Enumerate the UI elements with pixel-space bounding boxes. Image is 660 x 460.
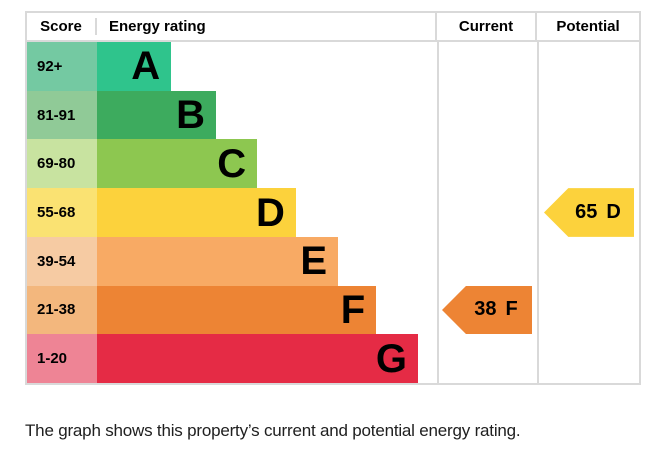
score-range-label: 39-54 bbox=[37, 252, 76, 270]
chart-header-row: Score Energy rating Current Potential bbox=[27, 13, 639, 42]
current-cell bbox=[437, 334, 537, 384]
score-cell: 92+ bbox=[27, 42, 97, 91]
energy-rating-column-header: Energy rating bbox=[109, 18, 206, 35]
score-range-label: 1-20 bbox=[37, 350, 68, 368]
rating-bar: E bbox=[97, 236, 339, 286]
current-score-value: 38 bbox=[474, 298, 497, 321]
current-cell: 38 F bbox=[437, 285, 537, 335]
rating-column: F bbox=[97, 285, 437, 335]
band-row-a: 92+ A bbox=[27, 42, 639, 91]
score-cell: 81-91 bbox=[27, 90, 97, 140]
score-column-header: Score bbox=[27, 18, 97, 35]
score-range-label: 21-38 bbox=[37, 301, 76, 319]
band-letter: D bbox=[256, 190, 285, 235]
band-letter: C bbox=[217, 141, 247, 186]
rating-bar: A bbox=[97, 42, 172, 91]
band-row-g: 1-20 G bbox=[27, 334, 639, 384]
rating-column: A bbox=[97, 42, 437, 91]
current-cell bbox=[437, 139, 537, 189]
band-row-b: 81-91 B bbox=[27, 90, 639, 140]
current-rating-arrow: 38 F bbox=[442, 285, 532, 335]
rating-bar: G bbox=[97, 334, 418, 384]
band-letter: A bbox=[131, 44, 161, 89]
band-letter: B bbox=[176, 93, 205, 138]
score-range-label: 69-80 bbox=[37, 155, 76, 173]
potential-score-value: 65 bbox=[575, 201, 598, 224]
rating-bar: F bbox=[97, 285, 377, 335]
score-range-label: 55-68 bbox=[37, 204, 76, 222]
potential-rating-arrow: 65 D bbox=[544, 188, 634, 237]
potential-cell bbox=[537, 236, 639, 286]
chart-caption: The graph shows this property’s current … bbox=[25, 421, 521, 440]
rating-bar: D bbox=[97, 188, 296, 237]
current-cell bbox=[437, 188, 537, 237]
score-range-label: 81-91 bbox=[37, 106, 76, 124]
current-cell bbox=[437, 42, 537, 91]
rating-column: E bbox=[97, 236, 437, 286]
rating-column: G bbox=[97, 334, 437, 384]
score-cell: 55-68 bbox=[27, 188, 97, 237]
score-range-label: 92+ bbox=[37, 57, 63, 75]
score-cell: 39-54 bbox=[27, 236, 97, 286]
rating-bar: C bbox=[97, 139, 258, 189]
potential-cell bbox=[537, 285, 639, 335]
rating-column: D bbox=[97, 188, 437, 237]
potential-cell bbox=[537, 90, 639, 140]
current-cell bbox=[437, 236, 537, 286]
band-rows: 92+ A 81-91 B 69-80 C 55-68 D bbox=[27, 42, 639, 384]
band-letter: G bbox=[375, 336, 407, 381]
current-cell bbox=[437, 90, 537, 140]
rating-column: B bbox=[97, 90, 437, 140]
band-letter: E bbox=[300, 239, 328, 284]
band-row-f: 21-38 F 38 F bbox=[27, 285, 639, 335]
potential-cell bbox=[537, 139, 639, 189]
band-row-d: 55-68 D 65 D bbox=[27, 188, 639, 237]
band-row-e: 39-54 E bbox=[27, 236, 639, 286]
current-column-header: Current bbox=[435, 13, 535, 40]
rating-column: C bbox=[97, 139, 437, 189]
potential-band-letter: D bbox=[606, 201, 621, 224]
score-cell: 1-20 bbox=[27, 334, 97, 384]
band-letter: F bbox=[340, 287, 366, 332]
potential-cell: 65 D bbox=[537, 188, 639, 237]
epc-rating-chart: Score Energy rating Current Potential 92… bbox=[25, 11, 641, 385]
rating-bar: B bbox=[97, 90, 216, 140]
potential-cell bbox=[537, 334, 639, 384]
potential-column-header: Potential bbox=[535, 13, 639, 40]
potential-cell bbox=[537, 42, 639, 91]
band-row-c: 69-80 C bbox=[27, 139, 639, 189]
score-cell: 21-38 bbox=[27, 285, 97, 335]
score-cell: 69-80 bbox=[27, 139, 97, 189]
current-band-letter: F bbox=[505, 298, 518, 321]
